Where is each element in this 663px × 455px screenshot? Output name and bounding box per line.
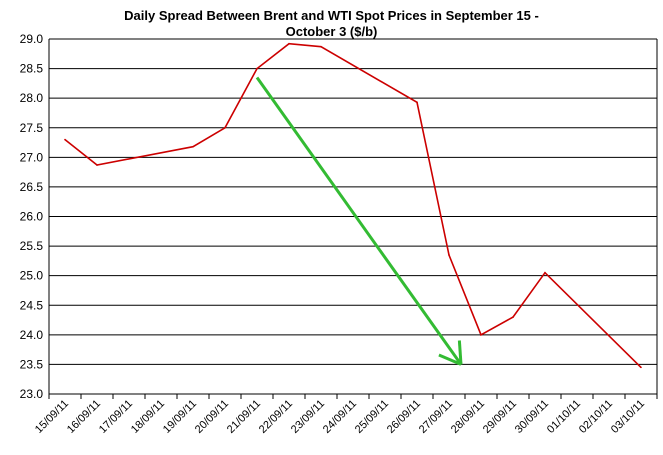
y-tick-label-6: 26.0 bbox=[20, 210, 44, 224]
x-tick-label-14: 29/09/11 bbox=[481, 398, 519, 436]
x-tick-label-18: 03/10/11 bbox=[609, 398, 647, 436]
y-tick-label-7: 26.5 bbox=[20, 180, 44, 194]
x-tick-label-11: 26/09/11 bbox=[385, 398, 423, 436]
x-tick-label-12: 27/09/11 bbox=[417, 398, 455, 436]
x-tick-label-1: 16/09/11 bbox=[65, 398, 103, 436]
x-tick-label-8: 23/09/11 bbox=[289, 398, 327, 436]
data-point-0-4 bbox=[256, 67, 258, 70]
y-tick-label-10: 28.0 bbox=[20, 91, 44, 105]
y-tick-label-1: 23.5 bbox=[20, 357, 44, 371]
x-tick-label-6: 21/09/11 bbox=[225, 398, 263, 436]
y-tick-label-12: 29.0 bbox=[20, 32, 44, 46]
x-tick-label-5: 20/09/11 bbox=[193, 398, 231, 436]
x-tick-label-10: 25/09/11 bbox=[353, 398, 391, 436]
data-point-0-6 bbox=[320, 45, 322, 48]
data-point-0-12 bbox=[640, 366, 642, 369]
data-point-0-0 bbox=[64, 138, 66, 141]
data-point-0-5 bbox=[288, 42, 290, 45]
x-tick-label-17: 02/10/11 bbox=[577, 398, 615, 436]
x-tick-label-7: 22/09/11 bbox=[257, 398, 295, 436]
trend-arrow-head-left bbox=[438, 353, 462, 366]
data-point-0-11 bbox=[544, 271, 546, 274]
trend-arrow-head-right bbox=[457, 340, 463, 365]
y-tick-label-11: 28.5 bbox=[20, 62, 44, 76]
y-tick-label-4: 25.0 bbox=[20, 269, 44, 283]
data-point-0-3 bbox=[224, 126, 226, 129]
series-line-0 bbox=[64, 42, 642, 368]
data-point-0-10 bbox=[512, 316, 514, 318]
data-point-0-1 bbox=[96, 164, 98, 166]
y-tick-label-0: 23.0 bbox=[20, 387, 44, 401]
x-tick-label-15: 30/09/11 bbox=[513, 398, 551, 436]
y-tick-label-8: 27.0 bbox=[20, 150, 44, 164]
y-tick-label-5: 25.5 bbox=[20, 239, 44, 253]
trend-arrow-shaft bbox=[255, 76, 463, 366]
x-tick-label-2: 17/09/11 bbox=[97, 398, 135, 436]
x-tick-label-3: 18/09/11 bbox=[129, 398, 167, 436]
x-tick-label-16: 01/10/11 bbox=[545, 398, 583, 436]
x-tick-label-4: 19/09/11 bbox=[161, 398, 199, 436]
data-point-0-8 bbox=[448, 254, 450, 256]
chart-title-line-1: Daily Spread Between Brent and WTI Spot … bbox=[124, 8, 539, 23]
data-point-0-2 bbox=[192, 145, 194, 148]
x-tick-label-9: 24/09/11 bbox=[321, 398, 359, 436]
data-point-0-7 bbox=[416, 101, 418, 104]
y-tick-label-9: 27.5 bbox=[20, 121, 44, 135]
x-tick-label-0: 15/09/11 bbox=[33, 398, 71, 436]
data-point-0-9 bbox=[480, 334, 482, 336]
x-tick-label-13: 28/09/11 bbox=[449, 398, 487, 436]
y-tick-label-3: 24.5 bbox=[20, 298, 44, 312]
y-tick-label-2: 24.0 bbox=[20, 328, 44, 342]
chart-title-line-2: October 3 ($/b) bbox=[285, 24, 378, 39]
